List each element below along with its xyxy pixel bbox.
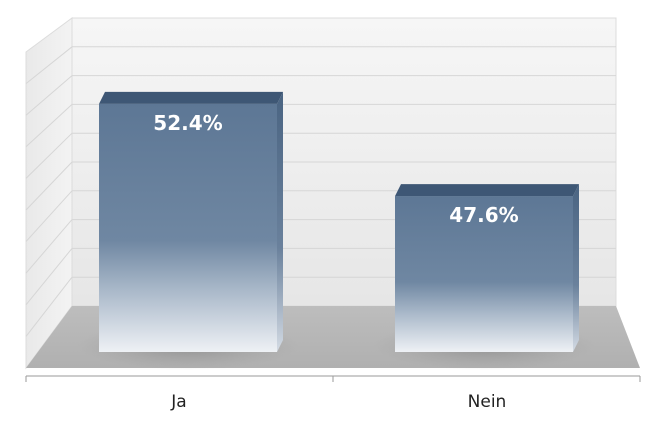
- gridline: [25, 190, 73, 242]
- gridline: [25, 75, 73, 116]
- bar-nein: [395, 196, 573, 352]
- data-label: 52.4%: [153, 111, 222, 135]
- bars: [77, 91, 595, 370]
- gridline: [25, 276, 73, 337]
- bar-top: [99, 91, 283, 104]
- bar-top: [395, 184, 579, 197]
- gridline: [25, 132, 73, 179]
- gridline: [25, 161, 73, 211]
- bar-side: [573, 184, 579, 352]
- category-label: Nein: [468, 392, 507, 412]
- category-label: Ja: [170, 392, 186, 412]
- bar-side: [277, 91, 283, 353]
- bar-ja: [99, 103, 277, 352]
- gridline: [25, 219, 73, 274]
- gridline: [25, 46, 73, 84]
- gridline: [25, 104, 73, 148]
- data-label: 47.6%: [449, 203, 518, 227]
- gridline: [25, 248, 73, 306]
